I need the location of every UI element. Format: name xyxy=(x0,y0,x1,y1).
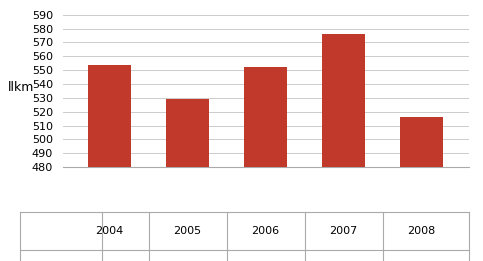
Bar xyxy=(244,67,287,167)
Text: 2005: 2005 xyxy=(173,226,202,236)
Bar xyxy=(322,34,365,167)
Text: 2007: 2007 xyxy=(329,226,358,236)
Text: 2006: 2006 xyxy=(252,226,280,236)
Bar xyxy=(88,64,131,167)
Text: 2008: 2008 xyxy=(408,226,436,236)
Bar xyxy=(400,117,443,167)
Text: 2004: 2004 xyxy=(96,226,124,236)
Y-axis label: llkm: llkm xyxy=(8,81,34,94)
Bar xyxy=(166,99,209,167)
